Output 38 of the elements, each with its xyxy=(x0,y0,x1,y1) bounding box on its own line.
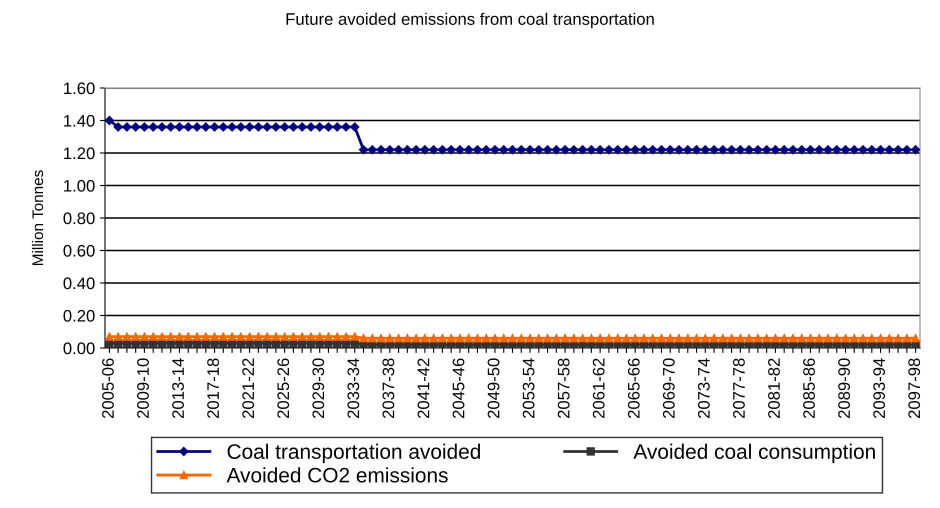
x-tick-label: 2085-86 xyxy=(803,358,815,418)
y-tick-label: 1.20 xyxy=(64,147,95,160)
x-tick-label: 2037-38 xyxy=(382,358,394,418)
legend-label: Avoided coal consumption xyxy=(633,444,875,464)
x-tick-label: 2061-62 xyxy=(592,358,605,418)
x-tick-label: 2077-78 xyxy=(733,358,745,418)
x-tick-label: 2017-18 xyxy=(207,358,220,418)
x-tick-label: 2005-06 xyxy=(102,358,114,418)
x-tick-label: 2069-70 xyxy=(662,358,675,418)
x-tick-label: 2053-54 xyxy=(522,358,534,418)
legend-label: Avoided CO2 emissions xyxy=(226,467,448,483)
y-tick-label: 0.60 xyxy=(63,244,95,257)
x-tick-label: 2089-90 xyxy=(838,358,850,418)
y-tick-label: 0.00 xyxy=(63,342,95,354)
chart-title: Future avoided emissions from coal transportation xyxy=(286,12,654,28)
y-axis-title: Million Tonnes xyxy=(32,170,44,266)
x-tick-label: 2025-26 xyxy=(277,358,290,418)
x-tick-label: 2021-22 xyxy=(242,358,254,418)
x-tick-label: 2081-82 xyxy=(768,358,780,418)
x-tick-label: 2097-98 xyxy=(908,358,920,418)
x-tick-label: 2049-50 xyxy=(488,358,500,418)
x-tick-label: 2033-34 xyxy=(347,358,360,418)
x-tick-label: 2013-14 xyxy=(172,358,184,418)
y-tick-label: 0.20 xyxy=(63,310,95,322)
legend-label: Coal transportation avoided xyxy=(228,444,480,464)
y-tick-label: 1.40 xyxy=(64,114,95,127)
x-tick-label: 2065-66 xyxy=(628,358,640,418)
x-tick-label: 2045-46 xyxy=(452,358,464,418)
x-tick-label: 2073-74 xyxy=(698,358,710,418)
x-tick-label: 2009-10 xyxy=(137,358,149,418)
x-tick-label: 2093-94 xyxy=(873,358,886,418)
y-tick-label: 1.60 xyxy=(64,82,95,94)
y-tick-label: 0.80 xyxy=(63,212,95,224)
x-tick-label: 2057-58 xyxy=(558,358,570,418)
x-tick-label: 2029-30 xyxy=(312,358,324,418)
x-tick-label: 2041-42 xyxy=(418,358,430,418)
y-tick-label: 0.40 xyxy=(63,277,95,290)
y-tick-label: 1.00 xyxy=(64,180,95,192)
